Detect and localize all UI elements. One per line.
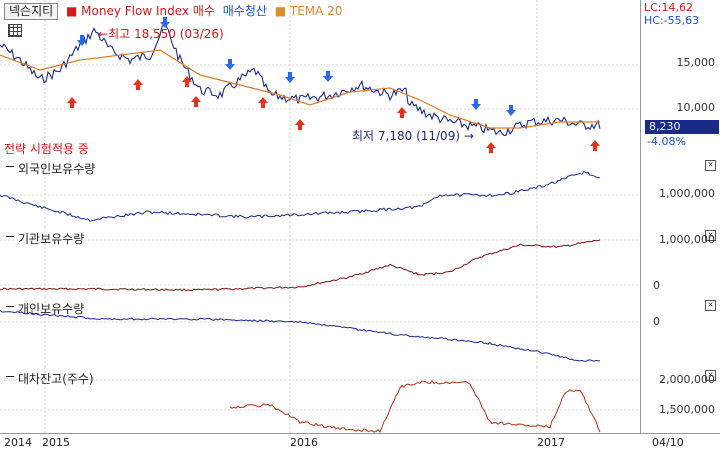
close-icon[interactable]: ✕ bbox=[705, 230, 716, 241]
chart-header: 넥슨지티 ■ Money Flow Index 매수 매수청산 ■ TEMA 2… bbox=[4, 2, 342, 20]
foreign-axis: ✕ 1,000,000 bbox=[640, 157, 720, 228]
buy-signal-icon bbox=[486, 142, 496, 153]
x-label-2017: 2017 bbox=[537, 436, 565, 449]
x-label-2015: 2015 bbox=[42, 436, 70, 449]
current-price: 8,230 bbox=[649, 120, 681, 133]
individual-line bbox=[0, 297, 640, 367]
institution-axis: ✕ 1,000,000 0 bbox=[640, 227, 720, 298]
foreign-tick: 1,000,000 bbox=[659, 187, 715, 200]
institution-line bbox=[0, 227, 640, 297]
hc-value: HC:-55,63 bbox=[644, 14, 700, 27]
lending-tick-high: 2,000,000 bbox=[659, 373, 715, 386]
sell-signal-icon bbox=[323, 71, 333, 82]
change-percent: -4.08% bbox=[647, 135, 686, 148]
buy-signal-icon bbox=[590, 140, 600, 151]
sell-signal-icon bbox=[506, 105, 516, 116]
buy-signal-icon bbox=[133, 79, 143, 90]
x-label-2016: 2016 bbox=[290, 436, 318, 449]
grid-icon[interactable] bbox=[8, 24, 22, 37]
legend-tema-label: TEMA 20 bbox=[289, 4, 343, 18]
sell-signal-icon bbox=[225, 59, 235, 70]
legend-tema: ■ TEMA 20 bbox=[274, 4, 343, 18]
lending-title: 대차잔고(주수) bbox=[18, 372, 94, 386]
legend-mfi-buy-label: Money Flow Index 매수 bbox=[81, 4, 215, 18]
x-label-2014: 2014 bbox=[4, 436, 32, 449]
close-icon[interactable]: ✕ bbox=[705, 160, 716, 171]
institution-title: 기관보유수량 bbox=[18, 232, 85, 246]
low-annotation: 최저 7,180 (11/09) → bbox=[352, 129, 474, 143]
price-tick-15000: 15,000 bbox=[676, 56, 716, 69]
buy-signal-icon bbox=[397, 107, 407, 118]
individual-axis: ✕ 0 bbox=[640, 297, 720, 368]
tema-line bbox=[0, 49, 600, 129]
high-annotation: ←최고 18,550 (03/26) bbox=[98, 27, 224, 41]
foreign-title: 외국인보유수량 bbox=[18, 162, 96, 176]
buy-signal-icon bbox=[191, 96, 201, 107]
price-panel[interactable]: 넥슨지티 ■ Money Flow Index 매수 매수청산 ■ TEMA 2… bbox=[0, 0, 640, 158]
individual-title: 개인보유수량 bbox=[18, 302, 85, 316]
panel-dash-icon bbox=[6, 306, 14, 307]
panel-dash-icon bbox=[6, 236, 14, 237]
buy-signal-icon bbox=[67, 97, 77, 108]
high-annotation-text: 최고 18,550 (03/26) bbox=[108, 27, 224, 41]
price-line bbox=[0, 24, 601, 136]
sell-signal-icon bbox=[471, 99, 481, 110]
individual-panel[interactable]: 개인보유수량 bbox=[0, 297, 640, 368]
low-annotation-text: 최저 7,180 (11/09) bbox=[352, 129, 461, 143]
x-label-date: 04/10 bbox=[652, 436, 684, 449]
institution-panel[interactable]: 기관보유수량 bbox=[0, 227, 640, 298]
close-icon[interactable]: ✕ bbox=[705, 300, 716, 311]
lending-series bbox=[229, 379, 601, 433]
lending-axis: ✕ 2,000,000 1,500,000 bbox=[640, 367, 720, 434]
lending-line bbox=[0, 367, 640, 433]
legend-sell-exit: 매수청산 bbox=[222, 4, 267, 18]
buy-signal-icon bbox=[182, 76, 192, 87]
price-tick-10000: 10,000 bbox=[676, 101, 716, 114]
individual-tick-zero: 0 bbox=[653, 315, 660, 328]
lc-value: LC:14,62 bbox=[644, 1, 694, 14]
individual-series bbox=[0, 309, 601, 362]
lending-panel[interactable]: 대차잔고(주수) bbox=[0, 367, 640, 434]
institution-tick-zero: 0 bbox=[653, 279, 660, 292]
sell-signal-icon bbox=[160, 17, 170, 28]
time-axis: 2014 2015 2016 2017 04/10 bbox=[0, 433, 720, 452]
panel-dash-icon bbox=[6, 166, 14, 167]
buy-signal-icon bbox=[258, 97, 268, 108]
price-chart bbox=[0, 0, 640, 157]
price-axis: LC:14,62 HC:-55,63 15,000 10,000 8,230 -… bbox=[640, 0, 720, 158]
sell-signal-icon bbox=[285, 72, 295, 83]
current-price-badge: 8,230 bbox=[645, 120, 719, 134]
strategy-label: 전략 시험적용 중 bbox=[4, 142, 89, 156]
sell-signal-icon bbox=[77, 35, 87, 46]
legend-mfi-buy: ■ Money Flow Index 매수 bbox=[66, 4, 215, 18]
lending-tick-low: 1,500,000 bbox=[659, 403, 715, 416]
institution-tick-high: 1,000,000 bbox=[659, 233, 715, 246]
institution-series bbox=[0, 239, 601, 292]
foreign-panel[interactable]: 외국인보유수량 bbox=[0, 157, 640, 228]
panel-dash-icon bbox=[6, 376, 14, 377]
close-icon[interactable]: ✕ bbox=[705, 370, 716, 381]
buy-signal-icon bbox=[295, 119, 305, 130]
foreign-line bbox=[0, 157, 640, 227]
foreign-series bbox=[0, 170, 601, 222]
stock-name[interactable]: 넥슨지티 bbox=[4, 3, 59, 20]
